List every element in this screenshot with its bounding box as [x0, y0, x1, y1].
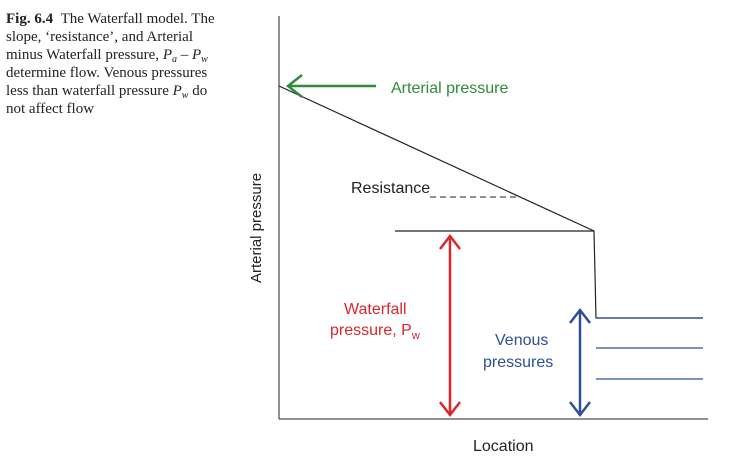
pa-symbol: P [162, 47, 172, 63]
arterial-pressure-arrow [285, 74, 376, 98]
caption-text-3: do not affect flow [6, 83, 208, 117]
pa-subscript: a [171, 54, 177, 65]
venous-pressure-arrow [569, 307, 591, 418]
resistance-label: Resistance [351, 180, 430, 197]
caption-text-2: determine flow. Venous pressures less th… [6, 65, 208, 99]
figure-caption: Fig. 6.4 The Waterfall model. The slope,… [6, 10, 221, 118]
pw2-subscript: w [181, 90, 189, 101]
arterial-pressure-label: Arterial pressure [391, 80, 508, 97]
waterfall-label-subscript: w [411, 330, 420, 342]
y-axis-label: Arterial pressure [248, 173, 265, 283]
venous-label-line1: Venous [495, 332, 548, 349]
waterfall-label-text: pressure, P [330, 322, 412, 339]
pw2-symbol: P [172, 83, 182, 99]
minus-sign: – [176, 47, 192, 63]
waterfall-label-line1: Waterfall [344, 301, 407, 318]
pw-symbol: P [191, 47, 202, 63]
venous-label-line2: pressures [483, 354, 553, 371]
pressure-profile-line [278, 85, 703, 319]
figure-label: Fig. 6.4 [6, 11, 54, 27]
waterfall-pressure-arrow [439, 233, 461, 418]
pw-subscript: w [201, 54, 208, 65]
x-axis-label: Location [473, 438, 534, 455]
caption-text-1: The Waterfall model. The slope, ‘resista… [6, 11, 215, 63]
waterfall-label-line2: pressure, Pw [330, 322, 420, 342]
